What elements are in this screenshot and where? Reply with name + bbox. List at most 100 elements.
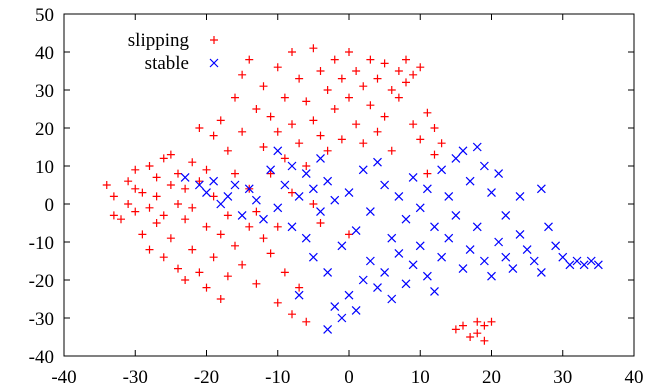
point-slipping xyxy=(309,44,318,53)
point-stable xyxy=(251,195,261,205)
point-stable xyxy=(551,241,561,251)
legend: slipping stable xyxy=(128,30,219,74)
y-tick-label: 30 xyxy=(35,81,54,102)
point-slipping xyxy=(380,59,389,68)
point-slipping xyxy=(473,329,482,338)
point-slipping xyxy=(352,67,361,75)
point-slipping xyxy=(159,253,168,262)
point-slipping xyxy=(302,162,311,170)
point-slipping xyxy=(117,215,125,224)
point-stable xyxy=(415,241,425,251)
point-stable xyxy=(380,180,390,190)
point-stable xyxy=(401,214,411,224)
point-slipping xyxy=(416,135,425,144)
point-slipping xyxy=(480,321,489,330)
point-slipping xyxy=(259,82,268,91)
point-stable xyxy=(522,245,532,255)
point-slipping xyxy=(245,222,254,231)
point-slipping xyxy=(302,317,311,326)
point-stable xyxy=(301,169,311,179)
point-slipping xyxy=(280,268,289,277)
point-stable xyxy=(209,176,219,186)
point-slipping xyxy=(209,131,218,140)
point-slipping xyxy=(280,93,289,102)
point-slipping xyxy=(394,93,403,102)
point-slipping xyxy=(330,55,339,64)
point-slipping xyxy=(124,177,133,186)
point-slipping xyxy=(259,143,268,151)
point-slipping xyxy=(288,188,296,197)
point-slipping xyxy=(259,234,268,243)
point-stable xyxy=(465,245,475,255)
point-slipping xyxy=(316,219,325,227)
point-stable xyxy=(515,229,525,239)
point-slipping xyxy=(152,219,161,227)
point-slipping xyxy=(188,203,197,212)
point-slipping xyxy=(138,230,147,239)
point-slipping xyxy=(359,82,368,91)
point-slipping xyxy=(145,203,154,212)
point-stable xyxy=(394,248,404,258)
point-slipping xyxy=(366,101,375,110)
point-stable xyxy=(330,195,340,205)
point-slipping xyxy=(188,158,197,167)
point-slipping xyxy=(380,112,389,121)
point-stable xyxy=(415,203,425,213)
point-slipping xyxy=(245,55,254,64)
point-slipping xyxy=(195,124,204,132)
point-stable xyxy=(586,256,596,266)
point-slipping xyxy=(216,116,225,125)
point-stable xyxy=(494,169,504,179)
point-slipping xyxy=(266,249,275,258)
legend-label-stable: stable xyxy=(145,53,189,74)
point-stable xyxy=(515,191,525,201)
point-stable xyxy=(501,210,511,220)
point-slipping xyxy=(102,181,111,189)
point-slipping xyxy=(181,276,190,284)
point-stable xyxy=(487,188,496,198)
point-slipping xyxy=(359,139,368,148)
point-slipping xyxy=(288,120,296,129)
point-stable xyxy=(479,161,489,171)
x-tick-label: 20 xyxy=(482,367,501,388)
point-slipping xyxy=(195,177,204,186)
point-slipping xyxy=(416,63,425,72)
y-tick-label: 40 xyxy=(35,43,54,64)
point-slipping xyxy=(124,200,133,208)
point-stable xyxy=(259,214,268,224)
point-slipping xyxy=(430,124,439,132)
x-tick-label: 10 xyxy=(411,367,430,388)
point-slipping xyxy=(402,55,410,64)
point-stable xyxy=(422,184,432,194)
y-tick-label: 0 xyxy=(45,195,55,216)
point-slipping xyxy=(181,215,190,224)
point-slipping xyxy=(309,116,318,125)
point-slipping xyxy=(316,67,325,75)
point-stable xyxy=(323,267,333,277)
point-stable xyxy=(451,210,461,220)
point-stable xyxy=(294,290,304,300)
point-stable xyxy=(365,207,375,217)
point-stable xyxy=(287,222,297,232)
x-tick-label: -10 xyxy=(265,367,290,388)
point-stable xyxy=(458,146,468,156)
point-stable xyxy=(501,252,511,262)
y-tick-label: 10 xyxy=(35,157,54,178)
point-stable xyxy=(273,203,283,213)
point-slipping xyxy=(181,184,190,193)
point-stable xyxy=(287,161,297,171)
point-slipping xyxy=(323,146,332,155)
point-slipping xyxy=(273,298,282,307)
point-stable xyxy=(323,176,333,186)
point-stable xyxy=(508,264,518,274)
point-slipping xyxy=(466,333,475,341)
legend-symbol-stable xyxy=(209,58,219,68)
point-slipping xyxy=(252,105,261,113)
point-stable xyxy=(244,184,254,194)
point-stable xyxy=(194,180,204,190)
point-stable xyxy=(437,252,447,262)
point-slipping xyxy=(195,268,204,277)
point-slipping xyxy=(487,317,496,326)
point-stable xyxy=(458,264,468,274)
point-slipping xyxy=(131,207,140,216)
